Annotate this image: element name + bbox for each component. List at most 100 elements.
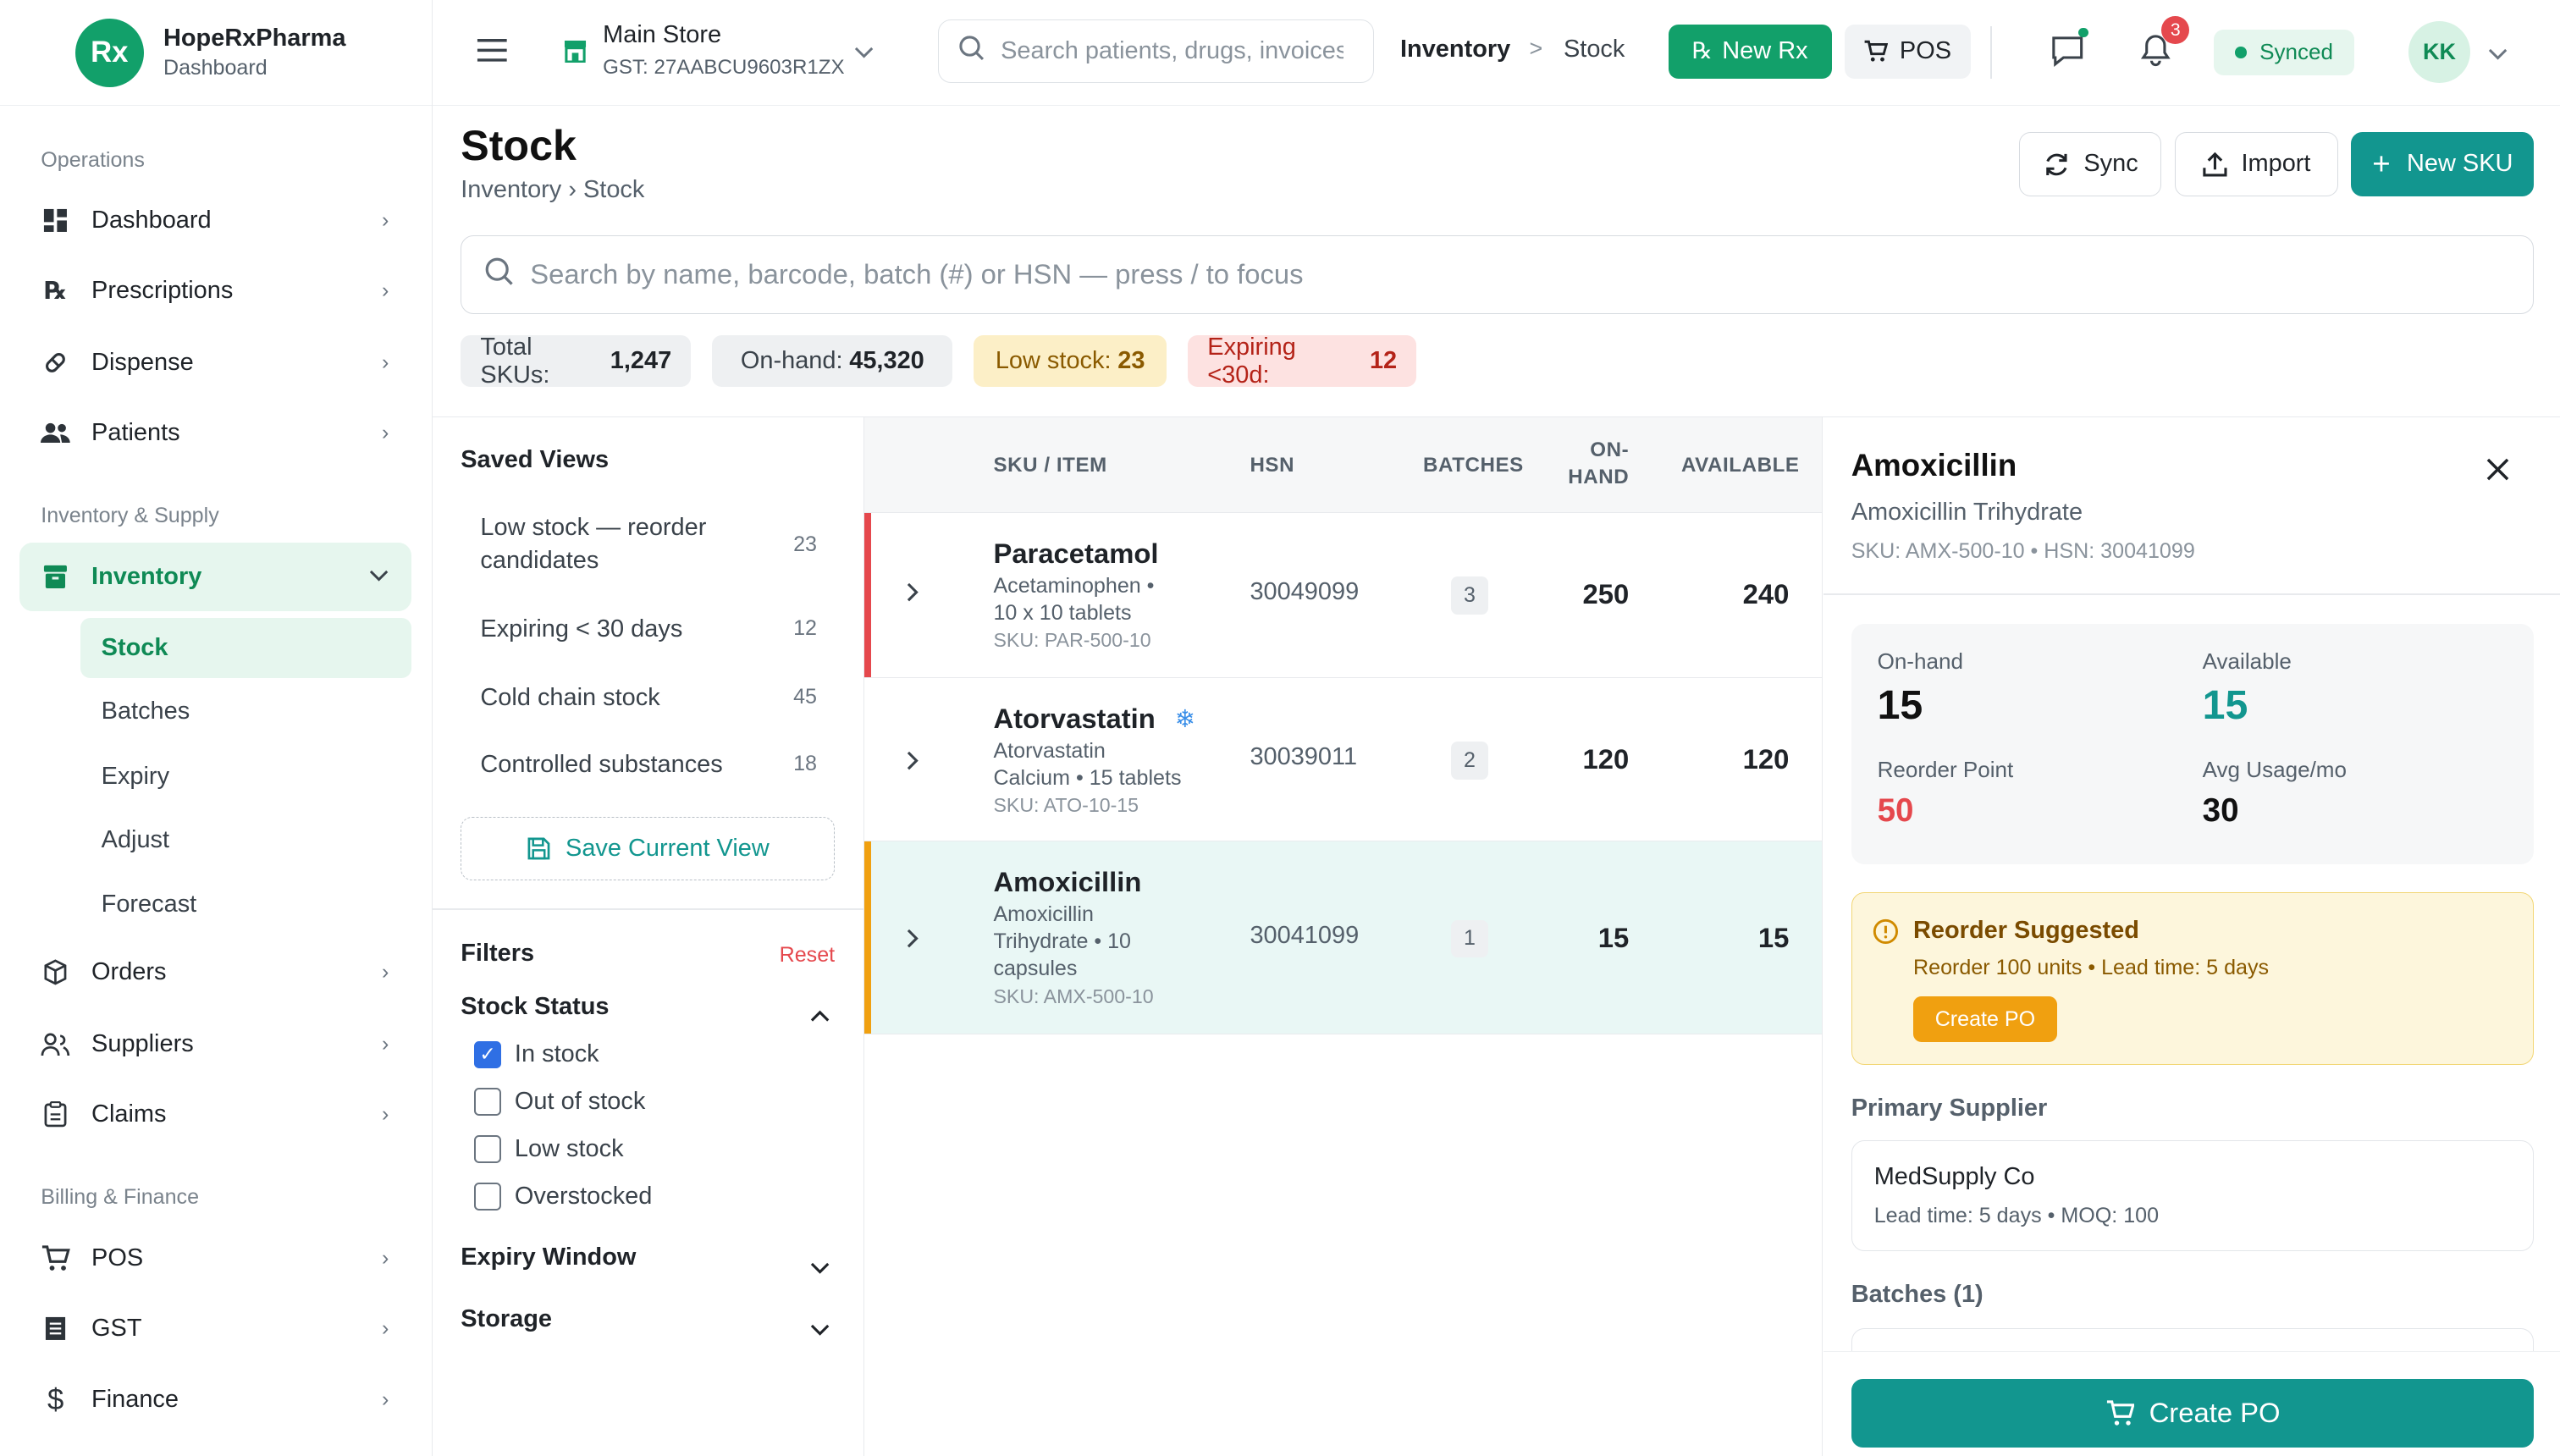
item-description-line: Acetaminophen •: [993, 574, 1155, 598]
new-rx-button[interactable]: ℞ New Rx: [1668, 24, 1832, 79]
filter-group-storage[interactable]: Storage: [461, 1305, 552, 1333]
saved-view-controlled[interactable]: Controlled substances: [480, 750, 723, 778]
chevron-right-icon[interactable]: [907, 924, 919, 955]
stat-total-skus[interactable]: Total SKUs: 1,247: [461, 334, 692, 389]
divider: [1989, 25, 1992, 79]
chevron-down-icon[interactable]: [810, 1314, 830, 1344]
filter-group-expiry-window[interactable]: Expiry Window: [461, 1243, 637, 1271]
subnav-batches[interactable]: Batches: [101, 698, 190, 725]
global-search[interactable]: [937, 19, 1375, 84]
sidebar-item-inventory[interactable]: Inventory: [19, 542, 412, 611]
chevron-down-icon[interactable]: [2488, 37, 2508, 68]
upload-icon: [2202, 152, 2228, 178]
subnav-forecast[interactable]: Forecast: [101, 890, 197, 918]
chevron-down-icon[interactable]: [854, 36, 874, 66]
supplier-card[interactable]: [1851, 1140, 2535, 1252]
notification-badge: 3: [2161, 16, 2190, 45]
filters-reset-link[interactable]: Reset: [779, 942, 836, 967]
metrics-card: On-hand 15 Available 15 Reorder Point 50…: [1851, 624, 2535, 864]
checkbox-checked[interactable]: ✓: [473, 1040, 502, 1069]
checkbox-label: In stock: [514, 1040, 599, 1068]
dashboard-icon: [41, 206, 70, 235]
chevron-right-icon[interactable]: [907, 747, 919, 777]
chevron-up-icon[interactable]: [810, 998, 830, 1029]
item-name[interactable]: Amoxicillin: [993, 865, 1142, 897]
reorder-point-value: 50: [1877, 792, 1914, 830]
column-header-hsn[interactable]: HSN: [1250, 453, 1295, 477]
sidebar-item-suppliers[interactable]: Suppliers ›: [19, 1010, 411, 1078]
avatar[interactable]: KK: [2408, 21, 2471, 84]
item-name[interactable]: Paracetamol: [993, 537, 1159, 569]
sidebar-item-orders[interactable]: Orders ›: [19, 938, 411, 1007]
sync-label: Sync: [2083, 150, 2138, 178]
cart-icon: [1863, 40, 1889, 63]
rx-icon: ℞: [1691, 38, 1713, 64]
sidebar-item-patients[interactable]: Patients ›: [19, 399, 411, 467]
global-search-input[interactable]: [1001, 37, 1344, 66]
column-header-item[interactable]: SKU / ITEM: [993, 453, 1107, 477]
checkbox[interactable]: [473, 1135, 502, 1164]
filter-overstocked[interactable]: Overstocked: [473, 1183, 652, 1211]
menu-icon[interactable]: [476, 36, 509, 69]
subnav-expiry[interactable]: Expiry: [101, 763, 170, 791]
column-header-onhand[interactable]: ON- HAND: [1534, 438, 1629, 489]
pos-button[interactable]: POS: [1844, 24, 1971, 79]
sidebar-item-dashboard[interactable]: Dashboard ›: [19, 186, 411, 255]
sidebar-item-prescriptions[interactable]: ℞ Prescriptions ›: [19, 256, 411, 325]
checkbox[interactable]: [473, 1183, 502, 1211]
column-header-batches[interactable]: BATCHES: [1423, 453, 1524, 477]
reorder-create-po-button[interactable]: Create PO: [1913, 996, 2057, 1043]
subnav-adjust[interactable]: Adjust: [101, 826, 170, 854]
sync-button[interactable]: Sync: [2019, 132, 2162, 196]
store-name[interactable]: Main Store: [603, 21, 722, 49]
stat-value: 45,320: [849, 347, 924, 375]
item-name[interactable]: Atorvastatin: [993, 702, 1156, 734]
table-row-selected[interactable]: Amoxicillin Amoxicillin Trihydrate • 10 …: [863, 841, 1822, 1034]
bell-icon[interactable]: [2140, 33, 2171, 74]
batch-count-badge: 1: [1450, 919, 1489, 957]
filter-low-stock[interactable]: Low stock: [473, 1135, 624, 1164]
sidebar-item-claims[interactable]: Claims ›: [19, 1080, 411, 1149]
subnav-stock[interactable]: Stock: [80, 617, 412, 678]
table-row[interactable]: Atorvastatin ❄ Atorvastatin Calcium • 15…: [863, 677, 1822, 841]
brand-subtitle: Dashboard: [163, 56, 268, 80]
close-icon[interactable]: [2486, 457, 2509, 488]
stock-search[interactable]: [461, 234, 2535, 314]
stat-expiring[interactable]: Expiring <30d: 12: [1188, 334, 1417, 389]
chevron-right-icon: ›: [381, 208, 389, 233]
divider: [433, 908, 864, 910]
rx-icon: ℞: [44, 278, 67, 306]
chevron-right-icon[interactable]: [907, 578, 919, 609]
import-button[interactable]: Import: [2174, 132, 2338, 196]
filter-out-of-stock[interactable]: Out of stock: [473, 1088, 645, 1117]
reorder-indicator: [863, 841, 871, 1034]
sidebar-item-dispense[interactable]: Dispense ›: [19, 328, 411, 397]
column-header-available[interactable]: AVAILABLE: [1680, 453, 1800, 477]
stat-low-stock[interactable]: Low stock: 23: [974, 334, 1167, 388]
chevron-right-icon: ›: [381, 279, 389, 303]
filter-in-stock[interactable]: ✓ In stock: [473, 1040, 599, 1069]
chat-icon[interactable]: [2050, 35, 2085, 74]
saved-view-cold-chain[interactable]: Cold chain stock: [480, 683, 660, 711]
saved-view-expiring[interactable]: Expiring < 30 days: [480, 615, 683, 643]
stat-on-hand[interactable]: On-hand: 45,320: [712, 334, 953, 388]
page-breadcrumb: Inventory › Stock: [461, 176, 645, 204]
item-description: Atorvastatin Calcium • 15 tablets: [993, 738, 1206, 792]
chevron-down-icon[interactable]: [810, 1251, 830, 1282]
sidebar-item-label: Patients: [91, 418, 180, 446]
filter-group-stock-status[interactable]: Stock Status: [461, 993, 610, 1021]
stock-search-input[interactable]: [530, 258, 2458, 291]
checkbox[interactable]: [473, 1088, 502, 1117]
create-po-button[interactable]: Create PO: [1851, 1378, 2535, 1448]
saved-view-low-stock[interactable]: Low stock — reorder candidates: [480, 511, 706, 576]
breadcrumb-inventory[interactable]: Inventory: [1399, 36, 1511, 63]
table-row[interactable]: Paracetamol Acetaminophen • 10 x 10 tabl…: [863, 513, 1822, 678]
sidebar-item-pos[interactable]: POS ›: [19, 1224, 411, 1293]
brand[interactable]: Rx HopeRxPharma Dashboard: [0, 0, 433, 107]
item-description-line: capsules: [993, 957, 1078, 981]
sidebar-item-finance[interactable]: $ Finance ›: [19, 1365, 411, 1434]
supplier-name: MedSupply Co: [1873, 1163, 2035, 1191]
sidebar-item-gst[interactable]: GST ›: [19, 1294, 411, 1363]
save-current-view-button[interactable]: Save Current View: [461, 817, 836, 881]
new-sku-button[interactable]: + New SKU: [2351, 132, 2535, 196]
